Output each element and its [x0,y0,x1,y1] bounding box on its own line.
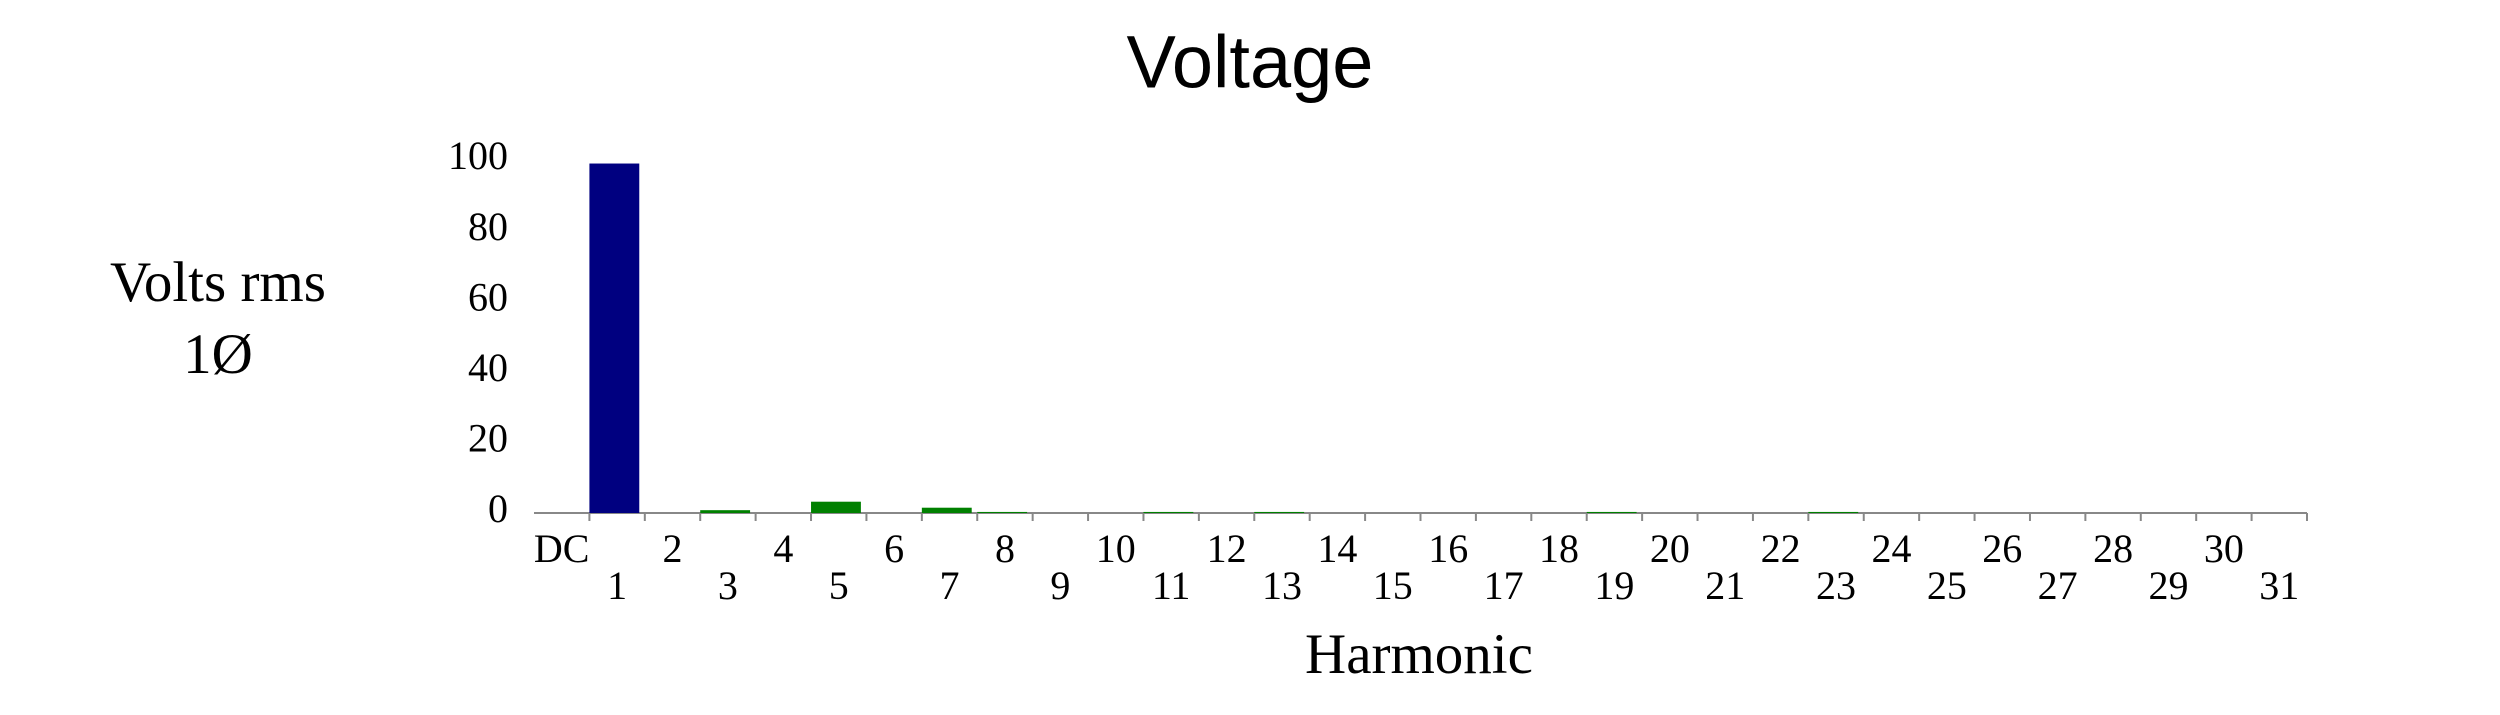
bar [811,501,861,513]
x-tick-label: 12 [1207,526,1247,571]
x-tick-label: 6 [884,526,904,571]
bar [700,510,751,513]
x-tick-label: 28 [2093,526,2133,571]
x-tick-label: 27 [2038,563,2078,608]
bar [1254,511,1305,513]
x-axis-label: Harmonic [1305,623,1533,686]
x-tick-label: 11 [1152,563,1191,608]
x-tick-label: 8 [995,526,1015,571]
y-tick-label: 60 [468,274,508,319]
x-tick-label: 9 [1050,563,1070,608]
chart-title: Voltage [1127,21,1374,104]
x-tick-label: 29 [2148,563,2188,608]
x-tick-label: 23 [1816,563,1856,608]
x-tick-label: 15 [1373,563,1413,608]
x-tick-label: 20 [1650,526,1690,571]
x-tick-label: 19 [1594,563,1634,608]
y-axis-label: 1Ø [183,323,253,386]
bar [1808,511,1859,513]
x-tick-label: 17 [1484,563,1524,608]
x-tick-label: DC [534,526,590,571]
x-tick-label: 16 [1428,526,1468,571]
y-tick-label: 100 [448,133,508,178]
bar [921,507,972,513]
x-tick-label: 21 [1705,563,1745,608]
y-axis-label: Volts rms [110,251,326,314]
bar [977,511,1028,513]
x-tick-label: 2 [663,526,683,571]
x-tick-label: 24 [1871,526,1911,571]
x-tick-label: 22 [1761,526,1801,571]
y-tick-label: 0 [488,486,508,531]
x-tick-label: 26 [1982,526,2022,571]
x-tick-label: 31 [2259,563,2299,608]
x-tick-label: 1 [607,563,627,608]
bar [1143,511,1194,513]
x-tick-label: 18 [1539,526,1579,571]
x-tick-label: 14 [1317,526,1357,571]
x-tick-label: 30 [2204,526,2244,571]
x-tick-label: 25 [1927,563,1967,608]
y-tick-label: 80 [468,204,508,249]
x-tick-label: 10 [1096,526,1136,571]
x-tick-label: 4 [773,526,793,571]
x-tick-label: 13 [1262,563,1302,608]
y-tick-label: 20 [468,416,508,461]
x-tick-label: 7 [940,563,960,608]
x-tick-label: 5 [829,563,849,608]
y-tick-label: 40 [468,345,508,390]
bar [1586,511,1637,513]
x-tick-label: 3 [718,563,738,608]
bar [589,163,640,513]
